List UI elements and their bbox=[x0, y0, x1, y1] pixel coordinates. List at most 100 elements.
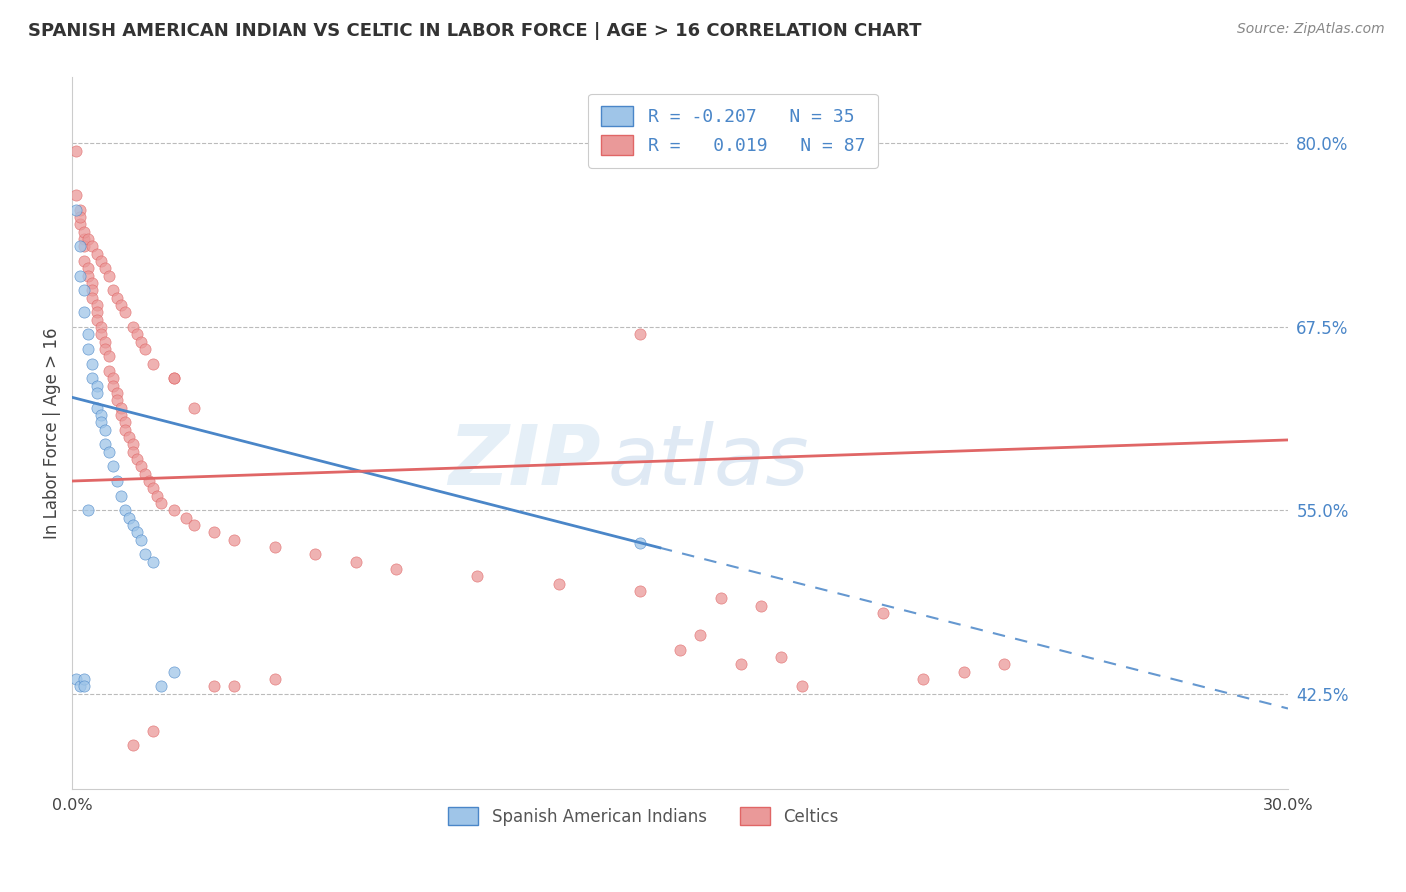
Text: SPANISH AMERICAN INDIAN VS CELTIC IN LABOR FORCE | AGE > 16 CORRELATION CHART: SPANISH AMERICAN INDIAN VS CELTIC IN LAB… bbox=[28, 22, 921, 40]
Point bbox=[125, 525, 148, 540]
Point bbox=[77, 261, 100, 276]
Point bbox=[138, 474, 160, 488]
Point bbox=[183, 401, 205, 415]
Point bbox=[142, 357, 165, 371]
Point bbox=[689, 628, 711, 642]
Point bbox=[669, 642, 692, 657]
Point bbox=[125, 452, 148, 467]
Point bbox=[110, 401, 132, 415]
Point bbox=[86, 312, 108, 326]
Point bbox=[122, 320, 145, 334]
Point bbox=[912, 672, 935, 686]
Point bbox=[770, 650, 793, 665]
Point bbox=[872, 606, 894, 620]
Point bbox=[90, 327, 112, 342]
Point bbox=[82, 239, 104, 253]
Point bbox=[110, 408, 132, 422]
Point bbox=[790, 680, 813, 694]
Point bbox=[73, 305, 96, 319]
Point bbox=[65, 202, 87, 217]
Point bbox=[69, 210, 91, 224]
Point bbox=[467, 569, 489, 583]
Point bbox=[263, 672, 285, 686]
Point bbox=[105, 386, 128, 401]
Point bbox=[73, 232, 96, 246]
Point bbox=[162, 665, 184, 679]
Point bbox=[162, 371, 184, 385]
Point bbox=[101, 283, 124, 297]
Point bbox=[90, 415, 112, 429]
Point bbox=[114, 415, 136, 429]
Point bbox=[93, 261, 115, 276]
Point bbox=[69, 217, 91, 231]
Legend: Spanish American Indians, Celtics: Spanish American Indians, Celtics bbox=[440, 799, 848, 834]
Point bbox=[93, 334, 115, 349]
Point bbox=[86, 378, 108, 392]
Point bbox=[385, 562, 408, 576]
Point bbox=[73, 253, 96, 268]
Point bbox=[174, 510, 197, 524]
Point bbox=[82, 283, 104, 297]
Point bbox=[952, 665, 974, 679]
Point bbox=[134, 467, 156, 481]
Point bbox=[105, 393, 128, 408]
Point bbox=[118, 510, 141, 524]
Point bbox=[77, 327, 100, 342]
Point bbox=[710, 591, 733, 606]
Point bbox=[86, 386, 108, 401]
Point bbox=[150, 680, 173, 694]
Point bbox=[93, 423, 115, 437]
Point bbox=[202, 680, 225, 694]
Point bbox=[101, 459, 124, 474]
Point bbox=[749, 599, 772, 613]
Point bbox=[90, 253, 112, 268]
Point bbox=[304, 548, 326, 562]
Point bbox=[69, 202, 91, 217]
Point bbox=[82, 357, 104, 371]
Point bbox=[101, 371, 124, 385]
Point bbox=[146, 489, 169, 503]
Point bbox=[73, 283, 96, 297]
Point bbox=[86, 305, 108, 319]
Point bbox=[122, 738, 145, 752]
Point bbox=[628, 535, 651, 549]
Y-axis label: In Labor Force | Age > 16: In Labor Force | Age > 16 bbox=[44, 327, 60, 539]
Point bbox=[105, 474, 128, 488]
Text: Source: ZipAtlas.com: Source: ZipAtlas.com bbox=[1237, 22, 1385, 37]
Point bbox=[65, 187, 87, 202]
Point bbox=[97, 349, 120, 363]
Point bbox=[114, 423, 136, 437]
Point bbox=[93, 437, 115, 451]
Point bbox=[93, 342, 115, 356]
Point bbox=[73, 239, 96, 253]
Point bbox=[129, 533, 152, 547]
Point bbox=[105, 291, 128, 305]
Point bbox=[69, 680, 91, 694]
Point bbox=[69, 268, 91, 283]
Point bbox=[77, 342, 100, 356]
Point bbox=[125, 327, 148, 342]
Point bbox=[122, 444, 145, 458]
Point bbox=[77, 268, 100, 283]
Point bbox=[77, 232, 100, 246]
Point bbox=[77, 503, 100, 517]
Point bbox=[344, 555, 367, 569]
Point bbox=[114, 503, 136, 517]
Point bbox=[86, 246, 108, 260]
Point bbox=[150, 496, 173, 510]
Point bbox=[86, 401, 108, 415]
Point bbox=[183, 518, 205, 533]
Point bbox=[73, 672, 96, 686]
Point bbox=[118, 430, 141, 444]
Point bbox=[134, 342, 156, 356]
Point bbox=[224, 680, 246, 694]
Point bbox=[628, 584, 651, 599]
Point bbox=[90, 320, 112, 334]
Point bbox=[122, 437, 145, 451]
Point bbox=[97, 364, 120, 378]
Point bbox=[97, 444, 120, 458]
Point bbox=[628, 327, 651, 342]
Point bbox=[263, 540, 285, 554]
Point bbox=[122, 518, 145, 533]
Point bbox=[82, 291, 104, 305]
